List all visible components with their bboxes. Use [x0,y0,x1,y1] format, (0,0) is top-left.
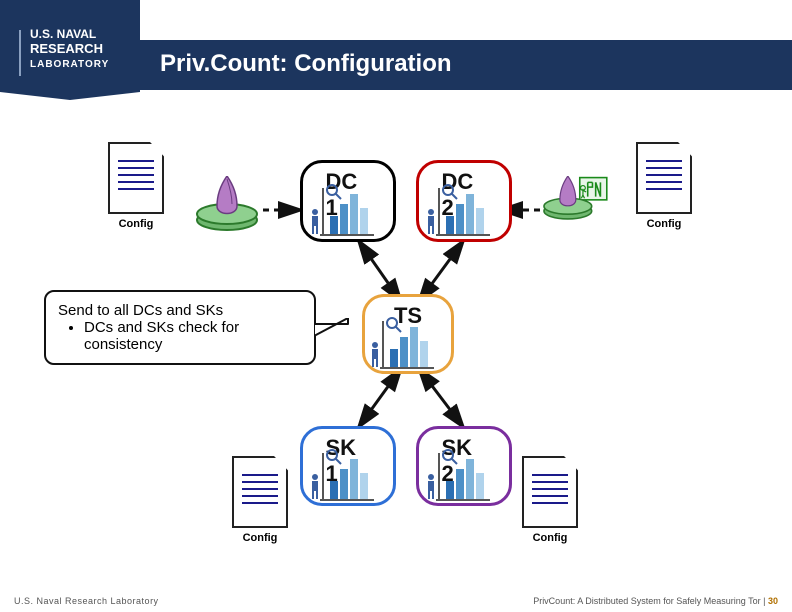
callout-box: Send to all DCs and SKs DCs and SKs chec… [44,290,316,365]
tor-relay-right [540,176,610,232]
node-dc1: DC 1 [300,160,396,242]
node-sk1: SK 1 [300,426,396,506]
chart-icon [320,451,376,501]
callout-bullet: DCs and SKs check for consistency [84,319,302,353]
config-label: Config [522,532,578,544]
chart-icon [380,319,436,369]
callout-pointer [314,318,364,348]
callout-heading: Send to all DCs and SKs [58,302,302,319]
tor-relay-left [192,176,262,232]
chart-icon [436,451,492,501]
svg-text:RESEARCH: RESEARCH [30,41,103,56]
config-label: Config [108,218,164,230]
svg-text:U.S. NAVAL: U.S. NAVAL [30,27,96,41]
footer-text: PrivCount: A Distributed System for Safe… [533,596,765,606]
nrl-logo: U.S. NAVAL RESEARCH LABORATORY [0,0,140,100]
footer-right: PrivCount: A Distributed System for Safe… [533,596,778,606]
config-doc-bot-left: Config [232,456,288,528]
config-doc-top-left: Config [108,142,164,214]
config-doc-bot-right: Config [522,456,578,528]
config-doc-top-right: Config [636,142,692,214]
chart-icon [436,186,492,236]
node-sk2: SK 2 [416,426,512,506]
node-ts: TS [362,294,454,374]
footer-left: U.S. Naval Research Laboratory [14,596,159,606]
config-label: Config [636,218,692,230]
node-dc2: DC 2 [416,160,512,242]
svg-text:LABORATORY: LABORATORY [30,59,109,70]
page-number: 30 [768,596,778,606]
page-title: Priv.Count: Configuration [160,50,452,78]
config-label: Config [232,532,288,544]
chart-icon [320,186,376,236]
